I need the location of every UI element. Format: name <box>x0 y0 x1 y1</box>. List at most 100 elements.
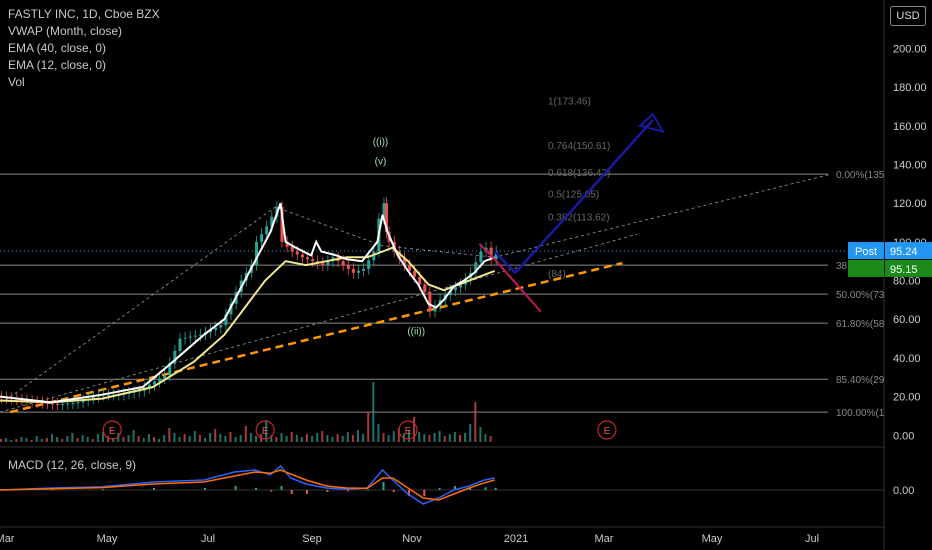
candle-body <box>413 270 417 277</box>
candle-body <box>285 241 289 247</box>
macd-legend[interactable]: MACD (12, 26, close, 9) <box>8 458 137 472</box>
macd-histogram-bar <box>438 488 441 490</box>
volume-bar <box>117 433 120 442</box>
fib-projection-label: 0.618(136.42) <box>548 168 610 179</box>
price-tag-value-box <box>885 242 932 260</box>
candle-body <box>382 203 386 219</box>
macd-histogram-bar <box>234 486 237 490</box>
support-trendline <box>9 261 623 414</box>
volume-bar <box>316 433 319 442</box>
candle-body <box>408 265 411 271</box>
volume-bar <box>306 434 308 442</box>
wave-label: ((ii)) <box>407 327 425 338</box>
earnings-marker <box>398 420 418 440</box>
volume-bar <box>438 431 441 442</box>
candle-body <box>489 247 493 260</box>
volume-bar <box>188 436 191 442</box>
candle-body <box>56 403 60 405</box>
earnings-marker <box>255 420 275 440</box>
fib-projection-label: (84) <box>548 269 566 280</box>
volume-bar <box>321 431 324 442</box>
macd-histogram-bar <box>153 488 155 490</box>
macd-histogram-bar <box>494 488 497 490</box>
candle-body <box>290 246 294 252</box>
volume-bar <box>326 435 329 442</box>
volume-bar <box>275 437 278 442</box>
volume-bar <box>290 432 293 442</box>
fib-level-label: 50.00%(73 <box>836 290 885 301</box>
volume-bar <box>453 432 456 442</box>
candle-body <box>326 261 330 266</box>
price-axis-tick: 140.00 <box>893 159 927 171</box>
time-axis-tick: Jul <box>805 533 819 545</box>
ema-12-line <box>0 202 496 404</box>
price-axis-tick: 20.00 <box>893 392 921 404</box>
volume-bar <box>40 439 43 442</box>
volume-bar <box>397 428 400 442</box>
volume-bar <box>377 424 380 442</box>
price-axis-tick: 200.00 <box>893 43 927 55</box>
macd-histogram-bar <box>270 490 273 492</box>
volume-bar <box>265 420 268 442</box>
volume-bar <box>479 427 482 442</box>
macd-axis-tick: 0.00 <box>893 485 914 497</box>
volume-bar <box>173 433 176 442</box>
volume-bar <box>331 437 334 442</box>
volume-bar <box>0 439 2 442</box>
earnings-marker-label: E <box>109 426 116 437</box>
volume-bar <box>300 437 303 442</box>
volume-indicator-label[interactable]: Vol <box>8 75 25 89</box>
ema40-indicator-label[interactable]: EMA (40, close, 0) <box>8 41 107 55</box>
candle-body <box>479 251 483 263</box>
earnings-marker-label: E <box>405 426 412 437</box>
volume-bar <box>459 435 461 442</box>
macd-line <box>0 464 495 505</box>
volume-bar <box>20 437 23 442</box>
candle-body <box>321 263 325 266</box>
time-axis-tick: 2021 <box>504 533 528 545</box>
macd-histogram-bar <box>306 490 308 494</box>
candle-body <box>198 334 202 336</box>
currency-button[interactable]: USD <box>890 6 926 26</box>
volume-bar <box>336 434 339 442</box>
volume-bar <box>86 437 89 442</box>
volume-bar <box>56 437 59 442</box>
earnings-marker-label: E <box>262 426 269 437</box>
macd-histogram-bar <box>346 490 349 492</box>
volume-bar <box>10 440 13 442</box>
candle-body <box>341 261 345 266</box>
volume-bar <box>387 435 390 442</box>
volume-bar <box>81 435 84 442</box>
volume-bar <box>107 436 110 442</box>
candle-body <box>300 254 304 258</box>
candle-body <box>385 203 389 233</box>
ema-40-line <box>0 246 496 404</box>
candle-body <box>183 337 187 339</box>
volume-bar <box>122 437 125 442</box>
candle-body <box>474 262 478 273</box>
time-axis-tick: Sep <box>302 533 322 545</box>
macd-histogram-bar <box>408 490 410 496</box>
volume-bar <box>147 434 150 442</box>
ema12-indicator-label[interactable]: EMA (12, close, 0) <box>8 58 107 72</box>
fib-level-label: 85.40%(29 <box>836 375 885 386</box>
volume-bar <box>224 436 227 442</box>
volume-bar <box>362 434 365 442</box>
time-axis-tick: May <box>97 533 118 545</box>
volume-bar <box>168 428 171 442</box>
candle-body <box>178 338 182 351</box>
earnings-marker <box>102 420 122 440</box>
volume-bar <box>255 436 257 442</box>
candle-body <box>153 381 156 385</box>
volume-bar <box>392 431 395 442</box>
volume-bar <box>382 433 385 442</box>
macd-signal-line <box>0 469 495 501</box>
projection-up-arrow <box>493 119 654 275</box>
candle-body <box>397 251 401 259</box>
price-tag-value: 95.24 <box>890 246 918 258</box>
vwap-indicator-label[interactable]: VWAP (Month, close) <box>8 24 123 38</box>
volume-bar <box>214 429 217 442</box>
macd-histogram-bar <box>326 490 329 492</box>
candle-body <box>295 251 299 255</box>
